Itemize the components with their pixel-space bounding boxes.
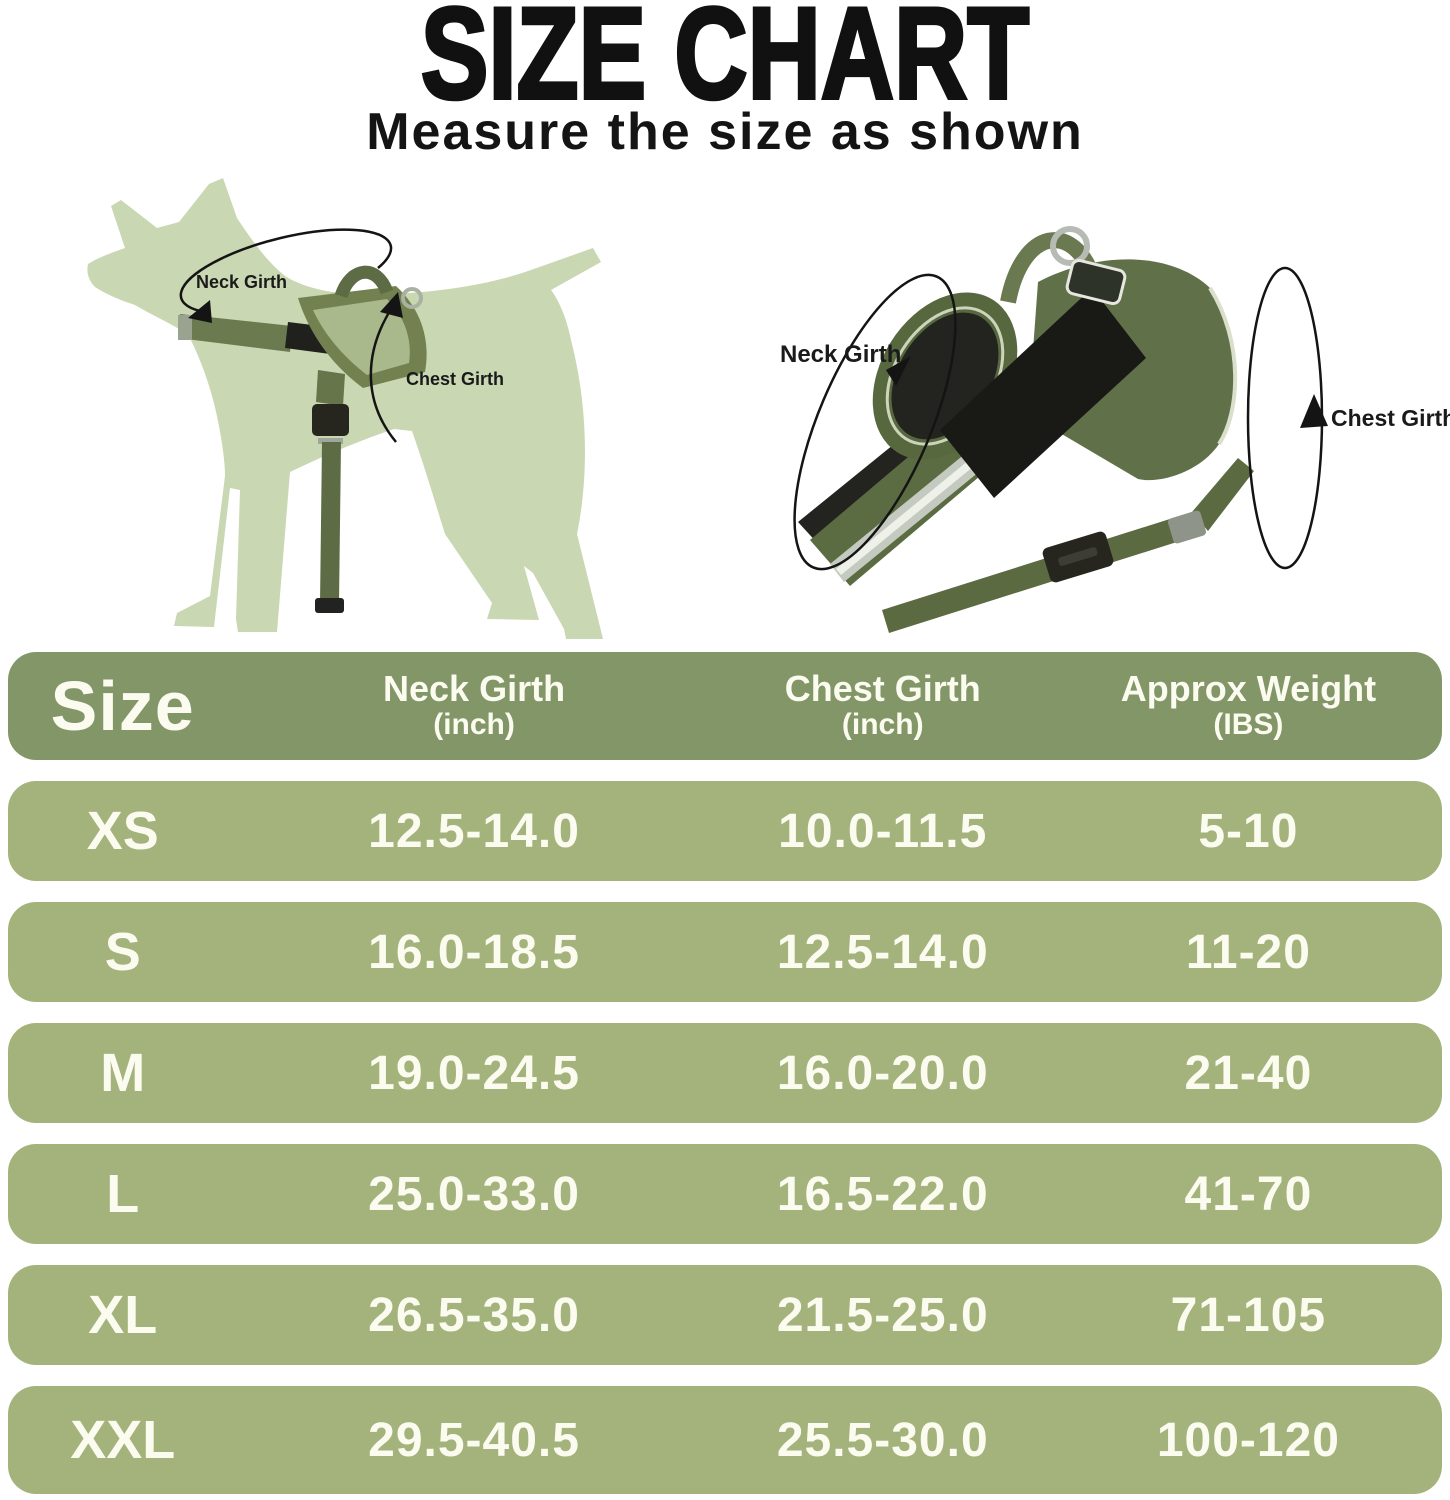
- dog-chest-girth-label: Chest Girth: [406, 369, 504, 389]
- weight-value: 41-70: [1184, 1167, 1313, 1221]
- size-value: XL: [88, 1285, 158, 1345]
- table-row-m: M 19.0-24.5 16.0-20.0 21-40: [8, 1023, 1442, 1123]
- weight-value: 71-105: [1170, 1288, 1327, 1342]
- table-row-xxl: XXL 29.5-40.5 25.5-30.0 100-120: [8, 1386, 1442, 1494]
- dog-harness-illustration: [178, 265, 427, 613]
- harness-neck-arrowhead-icon: [886, 356, 911, 386]
- weight-value: 5-10: [1198, 804, 1299, 858]
- size-value: L: [106, 1164, 140, 1224]
- table-row-xl: XL 26.5-35.0 21.5-25.0 71-105: [8, 1265, 1442, 1365]
- dog-measurement-diagram: Neck Girth Chest Girth: [87, 178, 604, 639]
- logo-patch: [1065, 258, 1127, 306]
- neck-girth-value: 16.0-18.5: [368, 925, 580, 979]
- page-subtitle: Measure the size as shown: [366, 103, 1084, 161]
- dog-chest-arrowhead-icon: [380, 292, 403, 318]
- chest-girth-value: 12.5-14.0: [776, 925, 989, 979]
- chest-girth-value: 16.0-20.0: [776, 1046, 989, 1100]
- table-row-xs: XS 12.5-14.0 10.0-11.5 5-10: [8, 781, 1442, 881]
- table-row-l: L 25.0-33.0 16.5-22.0 41-70: [8, 1144, 1442, 1244]
- harness-chest-girth-label: Chest Girth: [1331, 405, 1450, 431]
- chest-girth-value: 25.5-30.0: [776, 1413, 989, 1467]
- table-row-s: S 16.0-18.5 12.5-14.0 11-20: [8, 902, 1442, 1002]
- neck-girth-value: 29.5-40.5: [368, 1413, 580, 1467]
- size-value: XXL: [70, 1410, 176, 1470]
- d-ring-icon: [1050, 226, 1090, 266]
- harness-product: [798, 226, 1254, 633]
- neck-girth-value: 25.0-33.0: [368, 1167, 580, 1221]
- neck-girth-value: 19.0-24.5: [368, 1046, 580, 1100]
- harness-photo-diagram: Neck Girth Chest Girth: [780, 226, 1450, 633]
- harness-chest-arrowhead-icon: [1300, 394, 1328, 428]
- dog-neck-arrowhead-icon: [188, 300, 212, 323]
- harness-neck-girth-label: Neck Girth: [780, 341, 901, 368]
- page-title: SIZE CHART: [419, 0, 1031, 126]
- size-value: S: [104, 922, 141, 982]
- dog-neck-girth-label: Neck Girth: [196, 272, 287, 292]
- dog-chest-girth-arrow: [369, 305, 397, 443]
- chest-girth-value: 21.5-25.0: [776, 1288, 989, 1342]
- dog-neck-girth-arrow: [179, 228, 393, 313]
- column-header-approx-weight: Approx Weight (IBS): [1120, 668, 1377, 742]
- weight-value: 11-20: [1185, 925, 1311, 979]
- size-value: XS: [86, 801, 159, 861]
- neck-girth-value: 12.5-14.0: [368, 804, 580, 858]
- size-value: M: [100, 1043, 146, 1103]
- column-header-size: Size: [50, 667, 195, 745]
- size-table: Size Neck Girth (inch) Chest Girth (inch…: [8, 652, 1442, 1494]
- weight-value: 100-120: [1156, 1413, 1340, 1467]
- table-header-row: Size Neck Girth (inch) Chest Girth (inch…: [8, 652, 1442, 760]
- chest-girth-value: 16.5-22.0: [776, 1167, 989, 1221]
- chest-girth-value: 10.0-11.5: [778, 804, 988, 858]
- column-header-neck-girth: Neck Girth (inch): [383, 668, 566, 742]
- column-header-chest-girth: Chest Girth (inch): [784, 668, 981, 742]
- neck-girth-value: 26.5-35.0: [368, 1288, 580, 1342]
- harness-neck-girth-ellipse: [793, 273, 957, 571]
- weight-value: 21-40: [1184, 1046, 1313, 1100]
